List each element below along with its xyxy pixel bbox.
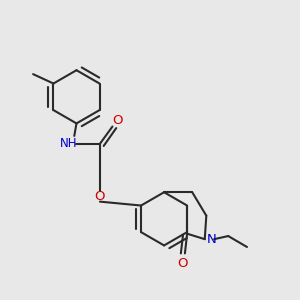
Text: O: O bbox=[177, 257, 188, 270]
Text: O: O bbox=[112, 114, 122, 127]
Text: N: N bbox=[207, 233, 217, 246]
Text: O: O bbox=[95, 190, 105, 203]
Text: NH: NH bbox=[60, 137, 77, 150]
